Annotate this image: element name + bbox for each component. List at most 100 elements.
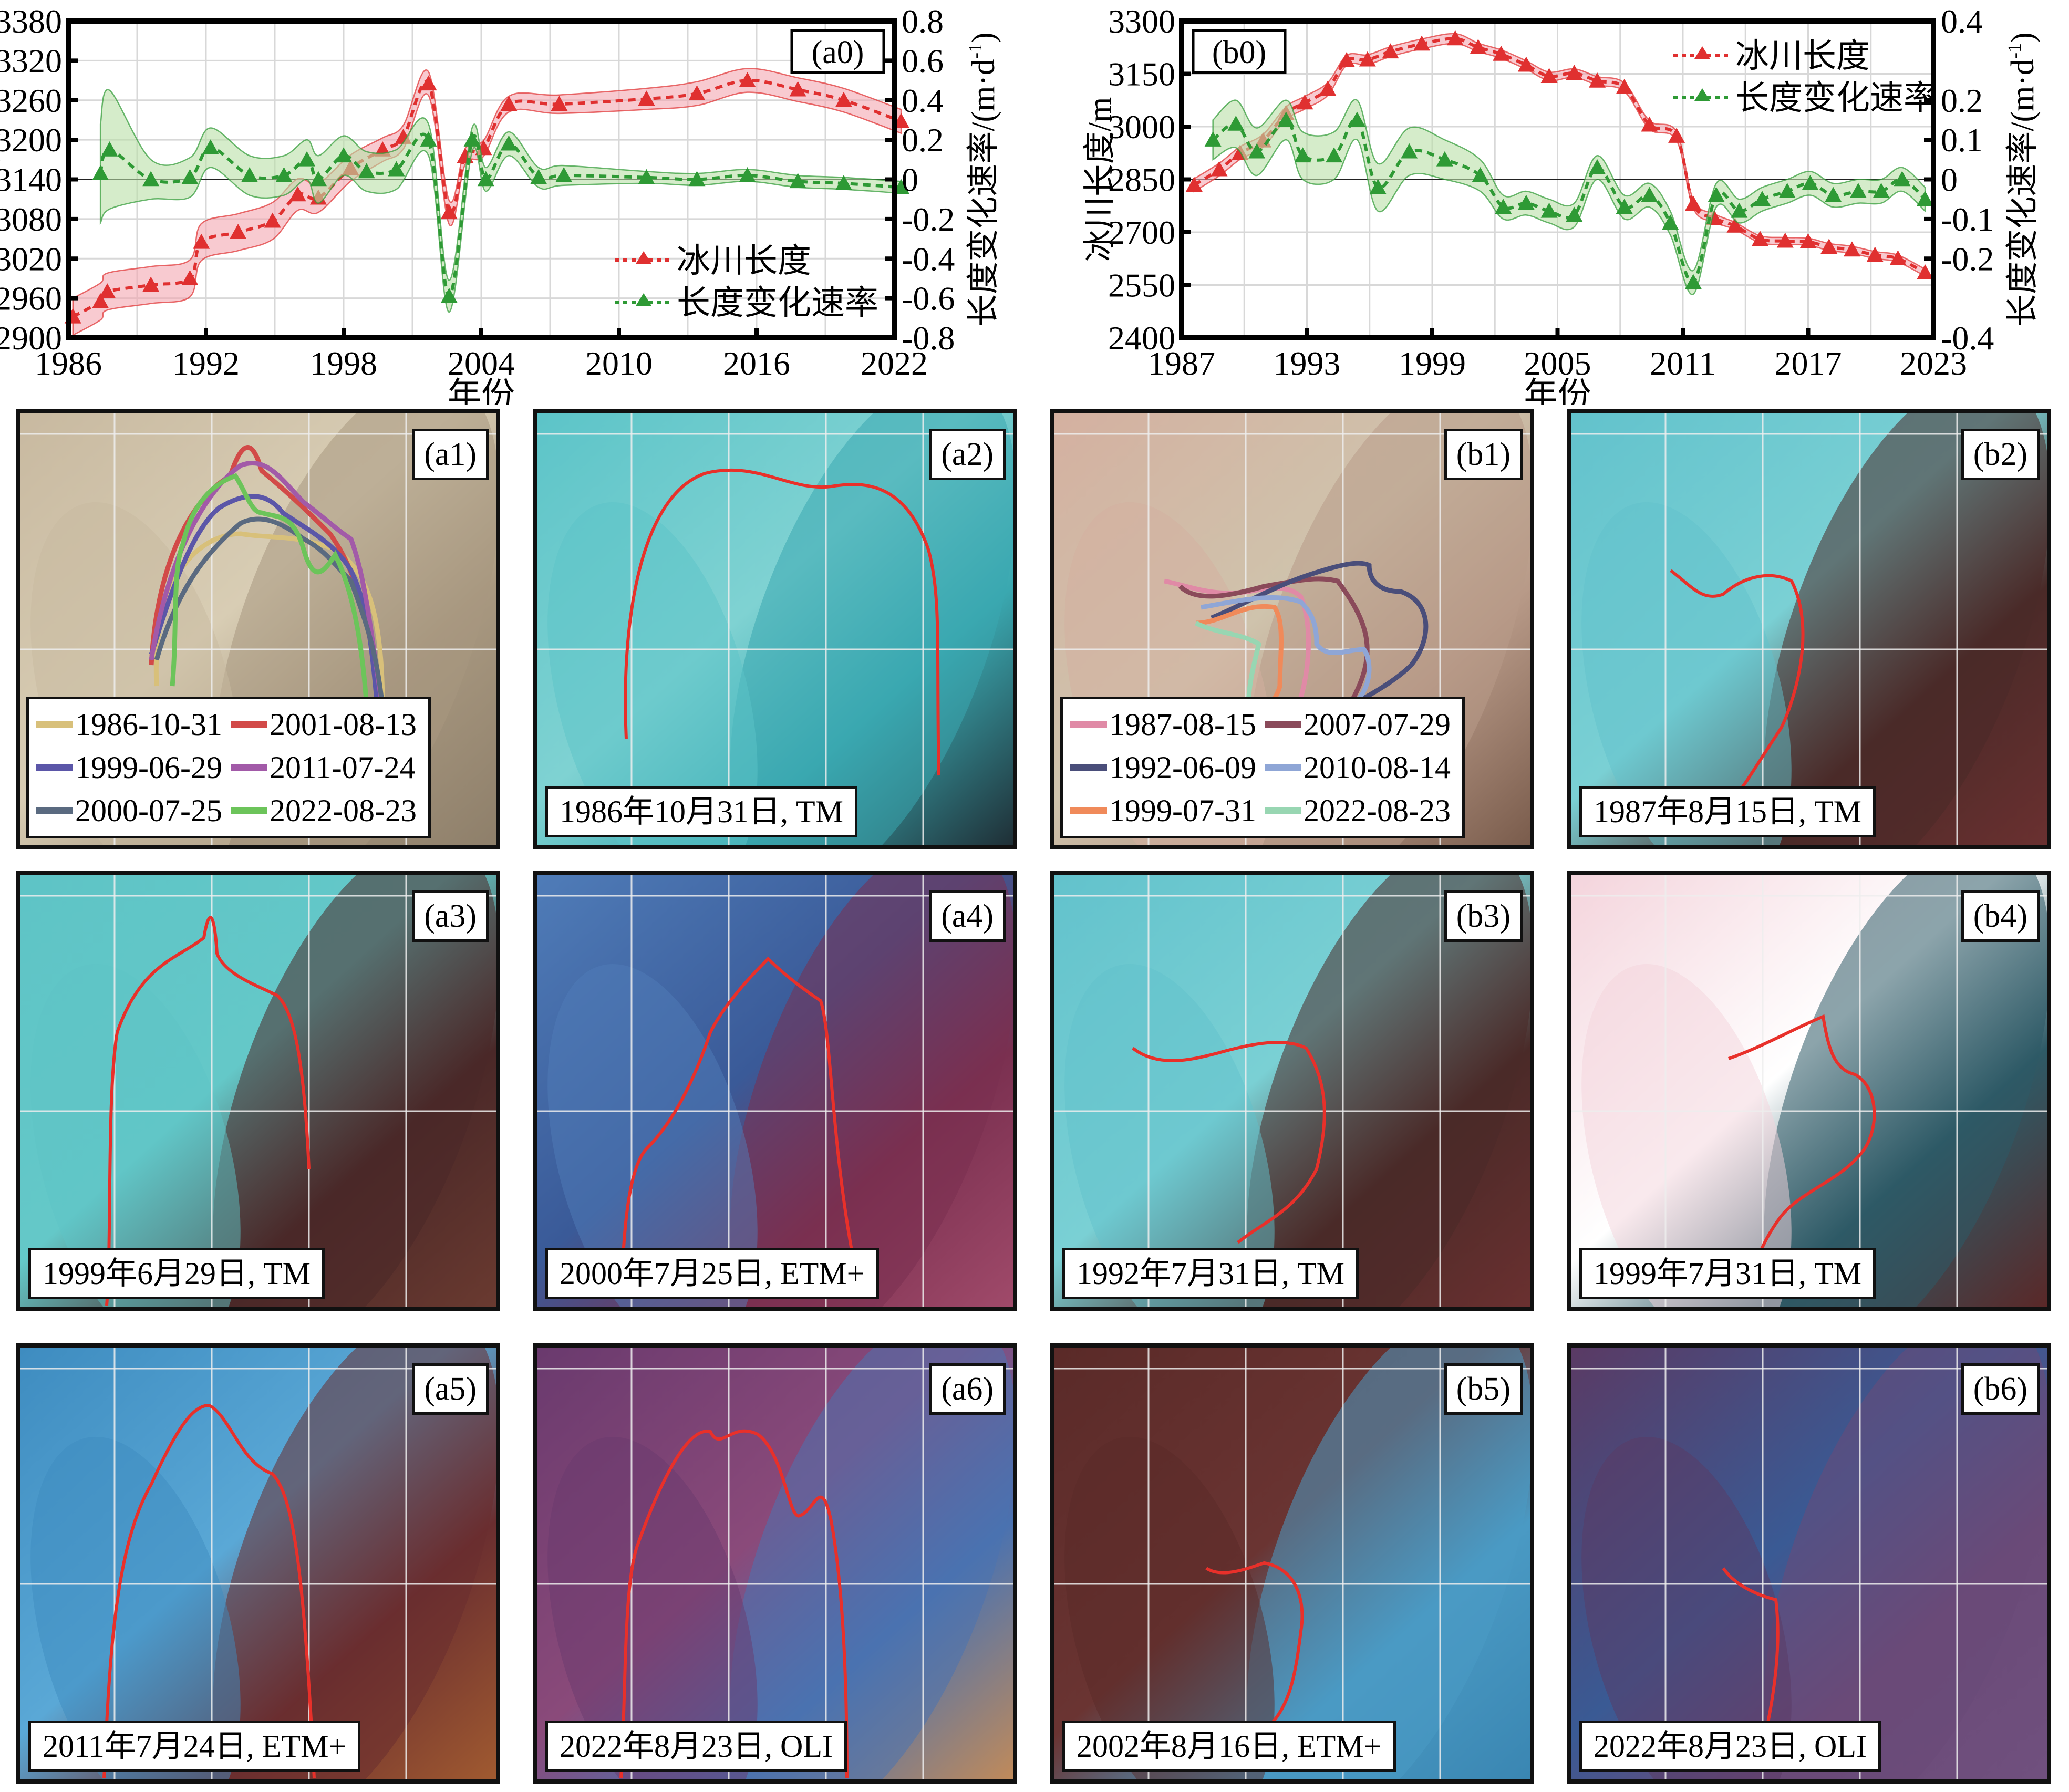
panel-tag: (a5) <box>412 1363 489 1415</box>
y-tick-label-right: -0.2 <box>1941 240 1994 277</box>
data-point-marker <box>1616 78 1633 94</box>
x-axis-title: 年份 <box>1524 376 1591 405</box>
data-point-marker <box>463 131 481 147</box>
panel-tag: (b5) <box>1444 1363 1523 1415</box>
data-point-marker <box>1472 167 1489 182</box>
image-panel-b2: (b2) 1987年8月15日, TM <box>1567 409 2051 849</box>
panel-tag: (b1) <box>1444 429 1523 480</box>
glacier-outline-3 <box>149 460 385 708</box>
data-point-marker <box>1326 147 1343 163</box>
data-point-marker <box>358 163 375 179</box>
y-tick-label-left: 2960 <box>0 280 62 317</box>
y-tick-label-left: 2700 <box>1108 214 1175 251</box>
data-point-marker <box>289 186 306 202</box>
data-point-marker <box>1589 159 1606 174</box>
y-tick-label-right: 0.8 <box>902 3 944 40</box>
data-point-marker <box>420 131 437 147</box>
y-tick-label-left: 3320 <box>0 42 62 79</box>
y-tick-label-left: 3200 <box>0 121 62 159</box>
data-point-marker <box>1413 35 1431 51</box>
y-tick-label-right: 0.6 <box>902 42 944 79</box>
series-line-0 <box>1193 37 1926 274</box>
legend-label: 1999-06-29 <box>75 750 222 785</box>
legend-swatch <box>36 721 73 728</box>
x-tick-label: 2011 <box>1650 345 1716 382</box>
data-point-marker <box>275 167 293 182</box>
charts-area: 1986 1992 1998 2004 2010 2016 2022 290029603020… <box>0 3 2041 405</box>
glacier-terminus-outline <box>619 956 854 1296</box>
glacier-terminus-outline <box>1728 1014 1876 1265</box>
image-panel-b1: (b1) 1987-08-15 2007-07-29 1992-06-09 2010-0… <box>1050 409 1534 849</box>
data-point-marker <box>1668 128 1685 143</box>
data-point-marker <box>500 96 518 111</box>
x-tick-label: 2023 <box>1900 345 1967 382</box>
legend-swatch <box>1265 721 1301 728</box>
data-point-marker <box>142 276 160 292</box>
satellite-image <box>537 1348 1013 1779</box>
data-point-marker <box>1641 187 1658 202</box>
y-tick-label-right: 0 <box>902 161 918 199</box>
legend-label: 1992-06-09 <box>1109 750 1256 785</box>
data-point-marker <box>739 72 756 87</box>
legend-item: 1999-07-31 <box>1070 791 1260 831</box>
data-point-marker <box>99 283 116 298</box>
panel-tag: (b2) <box>1961 429 2040 480</box>
y-tick-label-right: 0.4 <box>1941 3 1983 40</box>
satellite-image <box>20 1348 496 1779</box>
outline-legend: 1986-10-31 2001-08-13 1999-06-29 2011-07-24… <box>26 697 431 838</box>
image-caption: 1999年7月31日, TM <box>1579 1248 1876 1299</box>
panel-tag: (a6) <box>929 1363 1006 1415</box>
glacier-outline-4 <box>154 516 385 708</box>
glacier-terminus-outline <box>1670 569 1805 793</box>
legend-swatch <box>1265 807 1301 814</box>
chart-b0: 1987 1993 1999 2005 2011 2017 2023 2400 2550 2700… <box>1082 3 2041 405</box>
data-point-marker <box>530 169 547 184</box>
data-point-marker <box>551 96 568 111</box>
data-point-marker <box>309 171 327 187</box>
image-panel-a1: (a1) 1986-10-31 2001-08-13 1999-06-29 2011-0… <box>16 409 500 849</box>
data-point-marker <box>1204 131 1222 147</box>
y-tick-label-left: 3300 <box>1108 3 1175 40</box>
legend-swatch <box>36 807 73 814</box>
legend-swatch <box>36 764 73 771</box>
legend-item: 1986-10-31 <box>36 705 226 744</box>
x-tick-label: 1986 <box>35 345 102 382</box>
image-panel-b6: (b6) 2022年8月23日, OLI <box>1567 1343 2051 1784</box>
legend-marker <box>636 293 651 306</box>
y-axis-title-right: 长度变化速率/(m·d-1) <box>2004 32 2041 326</box>
image-caption: 2022年8月23日, OLI <box>1579 1721 1881 1772</box>
data-point-marker <box>1684 195 1702 211</box>
legend-label: 冰川长度 <box>1735 37 1870 75</box>
legend-swatch <box>231 807 267 814</box>
legend-label: 1986-10-31 <box>75 707 222 742</box>
x-tick-label: 2017 <box>1775 345 1842 382</box>
data-point-marker <box>1866 246 1884 262</box>
data-point-marker <box>1540 68 1558 83</box>
data-point-marker <box>1917 264 1934 279</box>
panel-tag: (b3) <box>1444 890 1523 942</box>
data-point-marker <box>1776 232 1794 248</box>
image-panel-b5: (b5) 2002年8月16日, ETM+ <box>1050 1343 1534 1784</box>
panel-tag: (b0) <box>1212 35 1266 70</box>
data-point-marker <box>1873 183 1890 198</box>
panel-tag: (a1) <box>412 429 489 480</box>
data-point-marker <box>420 75 437 91</box>
y-tick-label-right: 0.2 <box>1941 82 1983 119</box>
data-point-marker <box>1359 51 1376 67</box>
data-point-marker <box>1752 231 1769 246</box>
panel-tag: (b4) <box>1961 890 2040 942</box>
y-axis-title-left: 冰川长度/m <box>1082 97 1118 262</box>
x-tick-label: 1987 <box>1148 345 1215 382</box>
data-point-marker <box>1778 183 1796 198</box>
data-point-marker <box>1802 175 1819 190</box>
data-point-marker <box>789 81 806 97</box>
data-point-marker <box>477 171 494 187</box>
data-point-marker <box>1185 177 1203 192</box>
image-caption: 2000年7月25日, ETM+ <box>545 1248 879 1299</box>
image-panel-a4: (a4) 2000年7月25日, ETM+ <box>533 871 1017 1311</box>
data-point-marker <box>1894 171 1911 187</box>
panel-tag: (a3) <box>412 890 489 942</box>
data-point-marker <box>101 141 118 157</box>
data-point-marker <box>202 139 219 154</box>
data-point-marker <box>1708 187 1725 202</box>
